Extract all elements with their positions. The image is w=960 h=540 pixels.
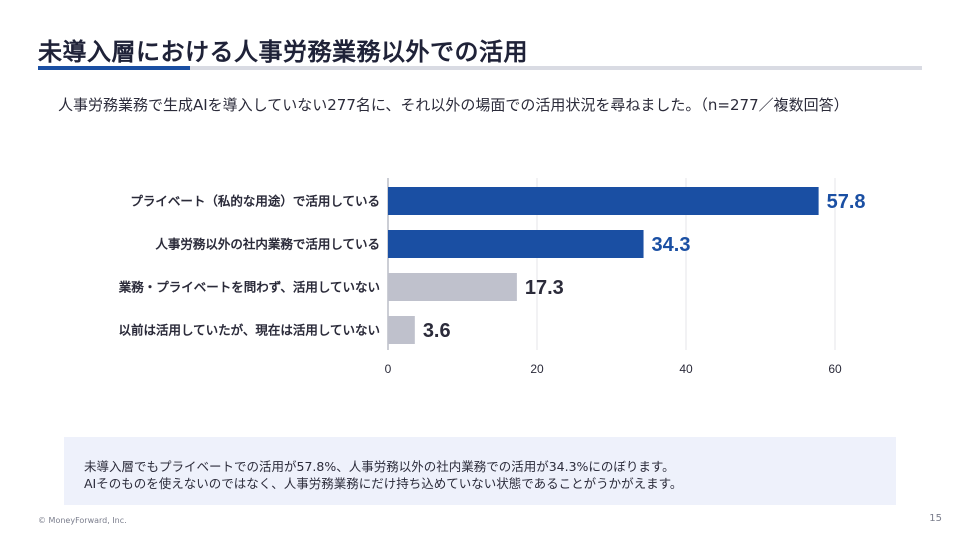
- data-label: 17.3: [525, 277, 564, 299]
- x-tick-label: 60: [828, 362, 842, 376]
- bar: [388, 316, 415, 344]
- data-label: 34.3: [652, 234, 691, 256]
- category-label: 業務・プライベートを問わず、活用していない: [118, 280, 380, 295]
- x-tick-label: 0: [385, 362, 392, 376]
- slide-title: 未導入層における人事労務業務以外での活用: [38, 38, 528, 66]
- bar: [388, 273, 517, 301]
- category-label: 人事労務以外の社内業務で活用している: [155, 237, 380, 252]
- category-label: プライベート（私的な用途）で活用している: [130, 194, 380, 209]
- chart-x-axis: 0 20 40 60: [385, 362, 842, 376]
- page-number: 15: [929, 513, 942, 524]
- copyright-text: © MoneyForward, Inc.: [38, 516, 127, 525]
- summary-box: 未導入層でもプライベートでの活用が57.8%、人事労務以外の社内業務での活用が3…: [64, 437, 896, 505]
- data-label: 57.8: [827, 191, 866, 213]
- lead-text: 人事労務業務で生成AIを導入していない277名に、それ以外の場面での活用状況を尋…: [58, 96, 849, 114]
- x-tick-label: 40: [679, 362, 693, 376]
- x-tick-label: 20: [530, 362, 544, 376]
- bar: [388, 187, 819, 215]
- title-divider: [38, 66, 922, 70]
- chart-bars: プライベート（私的な用途）で活用している 57.8 人事労務以外の社内業務で活用して…: [118, 187, 866, 344]
- summary-line-2: AIそのものを使えないのではなく、人事労務業務にだけ持ち込めていない状態であるこ…: [84, 476, 683, 491]
- data-label: 3.6: [423, 320, 451, 342]
- category-label: 以前は活用していたが、現在は活用していない: [118, 323, 380, 338]
- bar: [388, 230, 644, 258]
- summary-line-1: 未導入層でもプライベートでの活用が57.8%、人事労務以外の社内業務での活用が3…: [84, 459, 675, 474]
- title-divider-accent: [38, 66, 190, 70]
